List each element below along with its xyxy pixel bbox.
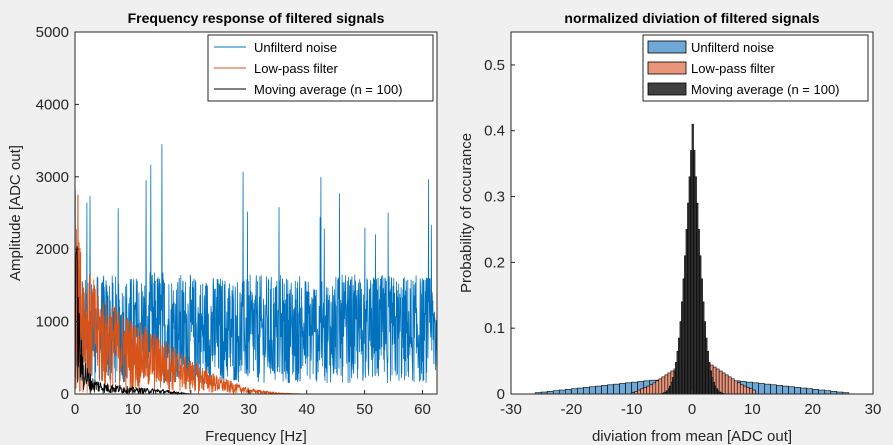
- histogram-bar: [776, 385, 783, 395]
- left-y-tick-label: 2000: [36, 241, 69, 258]
- right-legend-swatch-black: [647, 82, 687, 96]
- histogram-bar: [589, 386, 596, 395]
- histogram-bar: [649, 384, 654, 395]
- histogram-bar: [607, 384, 614, 395]
- left-legend-label: Unfilterd noise: [254, 40, 337, 55]
- histogram-bar: [619, 383, 626, 395]
- histogram-bar: [718, 370, 723, 395]
- left-x-axis-label: Frequency [Hz]: [205, 428, 307, 445]
- histogram-bar: [758, 383, 765, 395]
- left-x-tick-label: 40: [298, 401, 315, 418]
- right-legend-label: Low-pass filter: [691, 61, 775, 76]
- left-ticks-group: 0 10 20 30 40 50 60 0 1000 2000 3000 4000 5000: [36, 24, 431, 418]
- histogram-bar: [583, 387, 590, 395]
- histogram-bar: [745, 387, 750, 395]
- histogram-bar: [782, 385, 789, 395]
- histogram-bar: [601, 385, 608, 395]
- left-series-group: [74, 144, 438, 396]
- right-y-tick-label: 0.3: [484, 189, 505, 206]
- histogram-bar: [724, 374, 729, 395]
- left-axes-box: [74, 31, 438, 395]
- histogram-bar: [788, 386, 795, 395]
- left-y-tick-label: 4000: [36, 96, 69, 113]
- histogram-bar: [739, 384, 744, 395]
- left-legend-label: Moving average (n = 100): [254, 82, 403, 97]
- histogram-bar: [652, 382, 657, 395]
- histogram-bar: [764, 383, 771, 395]
- left-x-tick-label: 0: [71, 401, 79, 418]
- left-x-tick-label: 20: [182, 401, 199, 418]
- histogram-bar: [812, 389, 819, 395]
- histogram-bar: [818, 389, 826, 395]
- histogram-bar: [558, 389, 566, 395]
- right-ticks-group: -30 -20 -10 0 10 20 30 0 0.1 0.2 0.3 0.4 0.5: [484, 57, 881, 418]
- histogram-bar: [625, 382, 632, 395]
- right-x-tick-label: 20: [804, 401, 821, 418]
- right-x-tick-label: 10: [744, 401, 761, 418]
- right-y-tick-label: 0.4: [484, 123, 505, 140]
- histogram-bar: [655, 380, 660, 395]
- right-y-tick-label: 0.1: [484, 320, 505, 337]
- histogram-bar: [640, 388, 645, 395]
- histogram-bar: [661, 376, 666, 395]
- left-y-tick-label: 3000: [36, 169, 69, 186]
- left-x-tick-label: 50: [356, 401, 373, 418]
- right-x-tick-label: 0: [688, 401, 696, 418]
- right-legend-swatch-blue: [647, 40, 687, 54]
- histogram-bar: [613, 383, 620, 395]
- right-y-tick-label: 0.2: [484, 254, 505, 271]
- histogram-bar: [730, 378, 735, 395]
- right-chart-title: normalized diviation of filtered signals: [564, 10, 819, 26]
- histogram-bar: [733, 380, 738, 395]
- right-x-tick-label: -10: [621, 401, 643, 418]
- histogram-bar: [646, 385, 651, 395]
- right-legend-label: Unfilterd noise: [691, 40, 774, 55]
- histogram-bar: [658, 378, 663, 395]
- left-legend-label: Low-pass filter: [254, 61, 338, 76]
- histogram-bar: [571, 388, 578, 395]
- histogram-bar: [595, 385, 602, 395]
- left-y-axis-label: Amplitude [ADC out]: [7, 145, 24, 281]
- histogram-bar: [721, 372, 726, 395]
- histogram-bar: [637, 389, 642, 395]
- right-chart: -30 -20 -10 0 10 20 30 0 0.1 0.2 0.3 0.4 0.5 normali…: [458, 10, 881, 445]
- right-x-tick-label: -20: [560, 401, 582, 418]
- left-series-line: [74, 230, 191, 396]
- right-x-axis-label: diviation from mean [ADC out]: [592, 428, 792, 445]
- right-series-group: [534, 123, 850, 395]
- histogram-bar: [577, 387, 584, 395]
- histogram-bar: [800, 387, 807, 395]
- right-x-tick-label: -30: [500, 401, 522, 418]
- right-legend-swatch-orange: [647, 61, 687, 75]
- left-chart-title: Frequency response of filtered signals: [128, 10, 385, 26]
- right-x-tick-label: 30: [865, 401, 882, 418]
- right-y-tick-label: 0: [497, 386, 505, 403]
- histogram-bar: [564, 389, 572, 395]
- left-chart: 0 10 20 30 40 50 60 0 1000 2000 3000 4000 5000 Frequ…: [7, 10, 438, 445]
- left-y-tick-label: 5000: [36, 24, 69, 41]
- histogram-bar: [794, 387, 801, 395]
- histogram-bar: [643, 387, 648, 395]
- left-x-tick-label: 60: [414, 401, 431, 418]
- left-x-tick-label: 10: [125, 401, 142, 418]
- left-legend: Unfilterd noise Low-pass filter Moving a…: [207, 34, 434, 102]
- right-legend-label: Moving average (n = 100): [691, 82, 840, 97]
- histogram-bar: [736, 382, 741, 395]
- left-series-line: [74, 194, 307, 396]
- histogram-bar: [742, 385, 747, 395]
- left-series-line: [74, 144, 438, 384]
- right-y-axis-label: Probability of occurance: [458, 133, 475, 293]
- histogram-bar: [770, 384, 777, 395]
- histogram-bar: [727, 376, 732, 395]
- histogram-bar: [806, 388, 813, 395]
- right-legend: Unfilterd noise Low-pass filter Moving a…: [642, 34, 869, 102]
- left-x-tick-label: 30: [240, 401, 257, 418]
- left-y-tick-label: 1000: [36, 314, 69, 331]
- left-y-tick-label: 0: [61, 386, 69, 403]
- right-y-tick-label: 0.5: [484, 57, 505, 74]
